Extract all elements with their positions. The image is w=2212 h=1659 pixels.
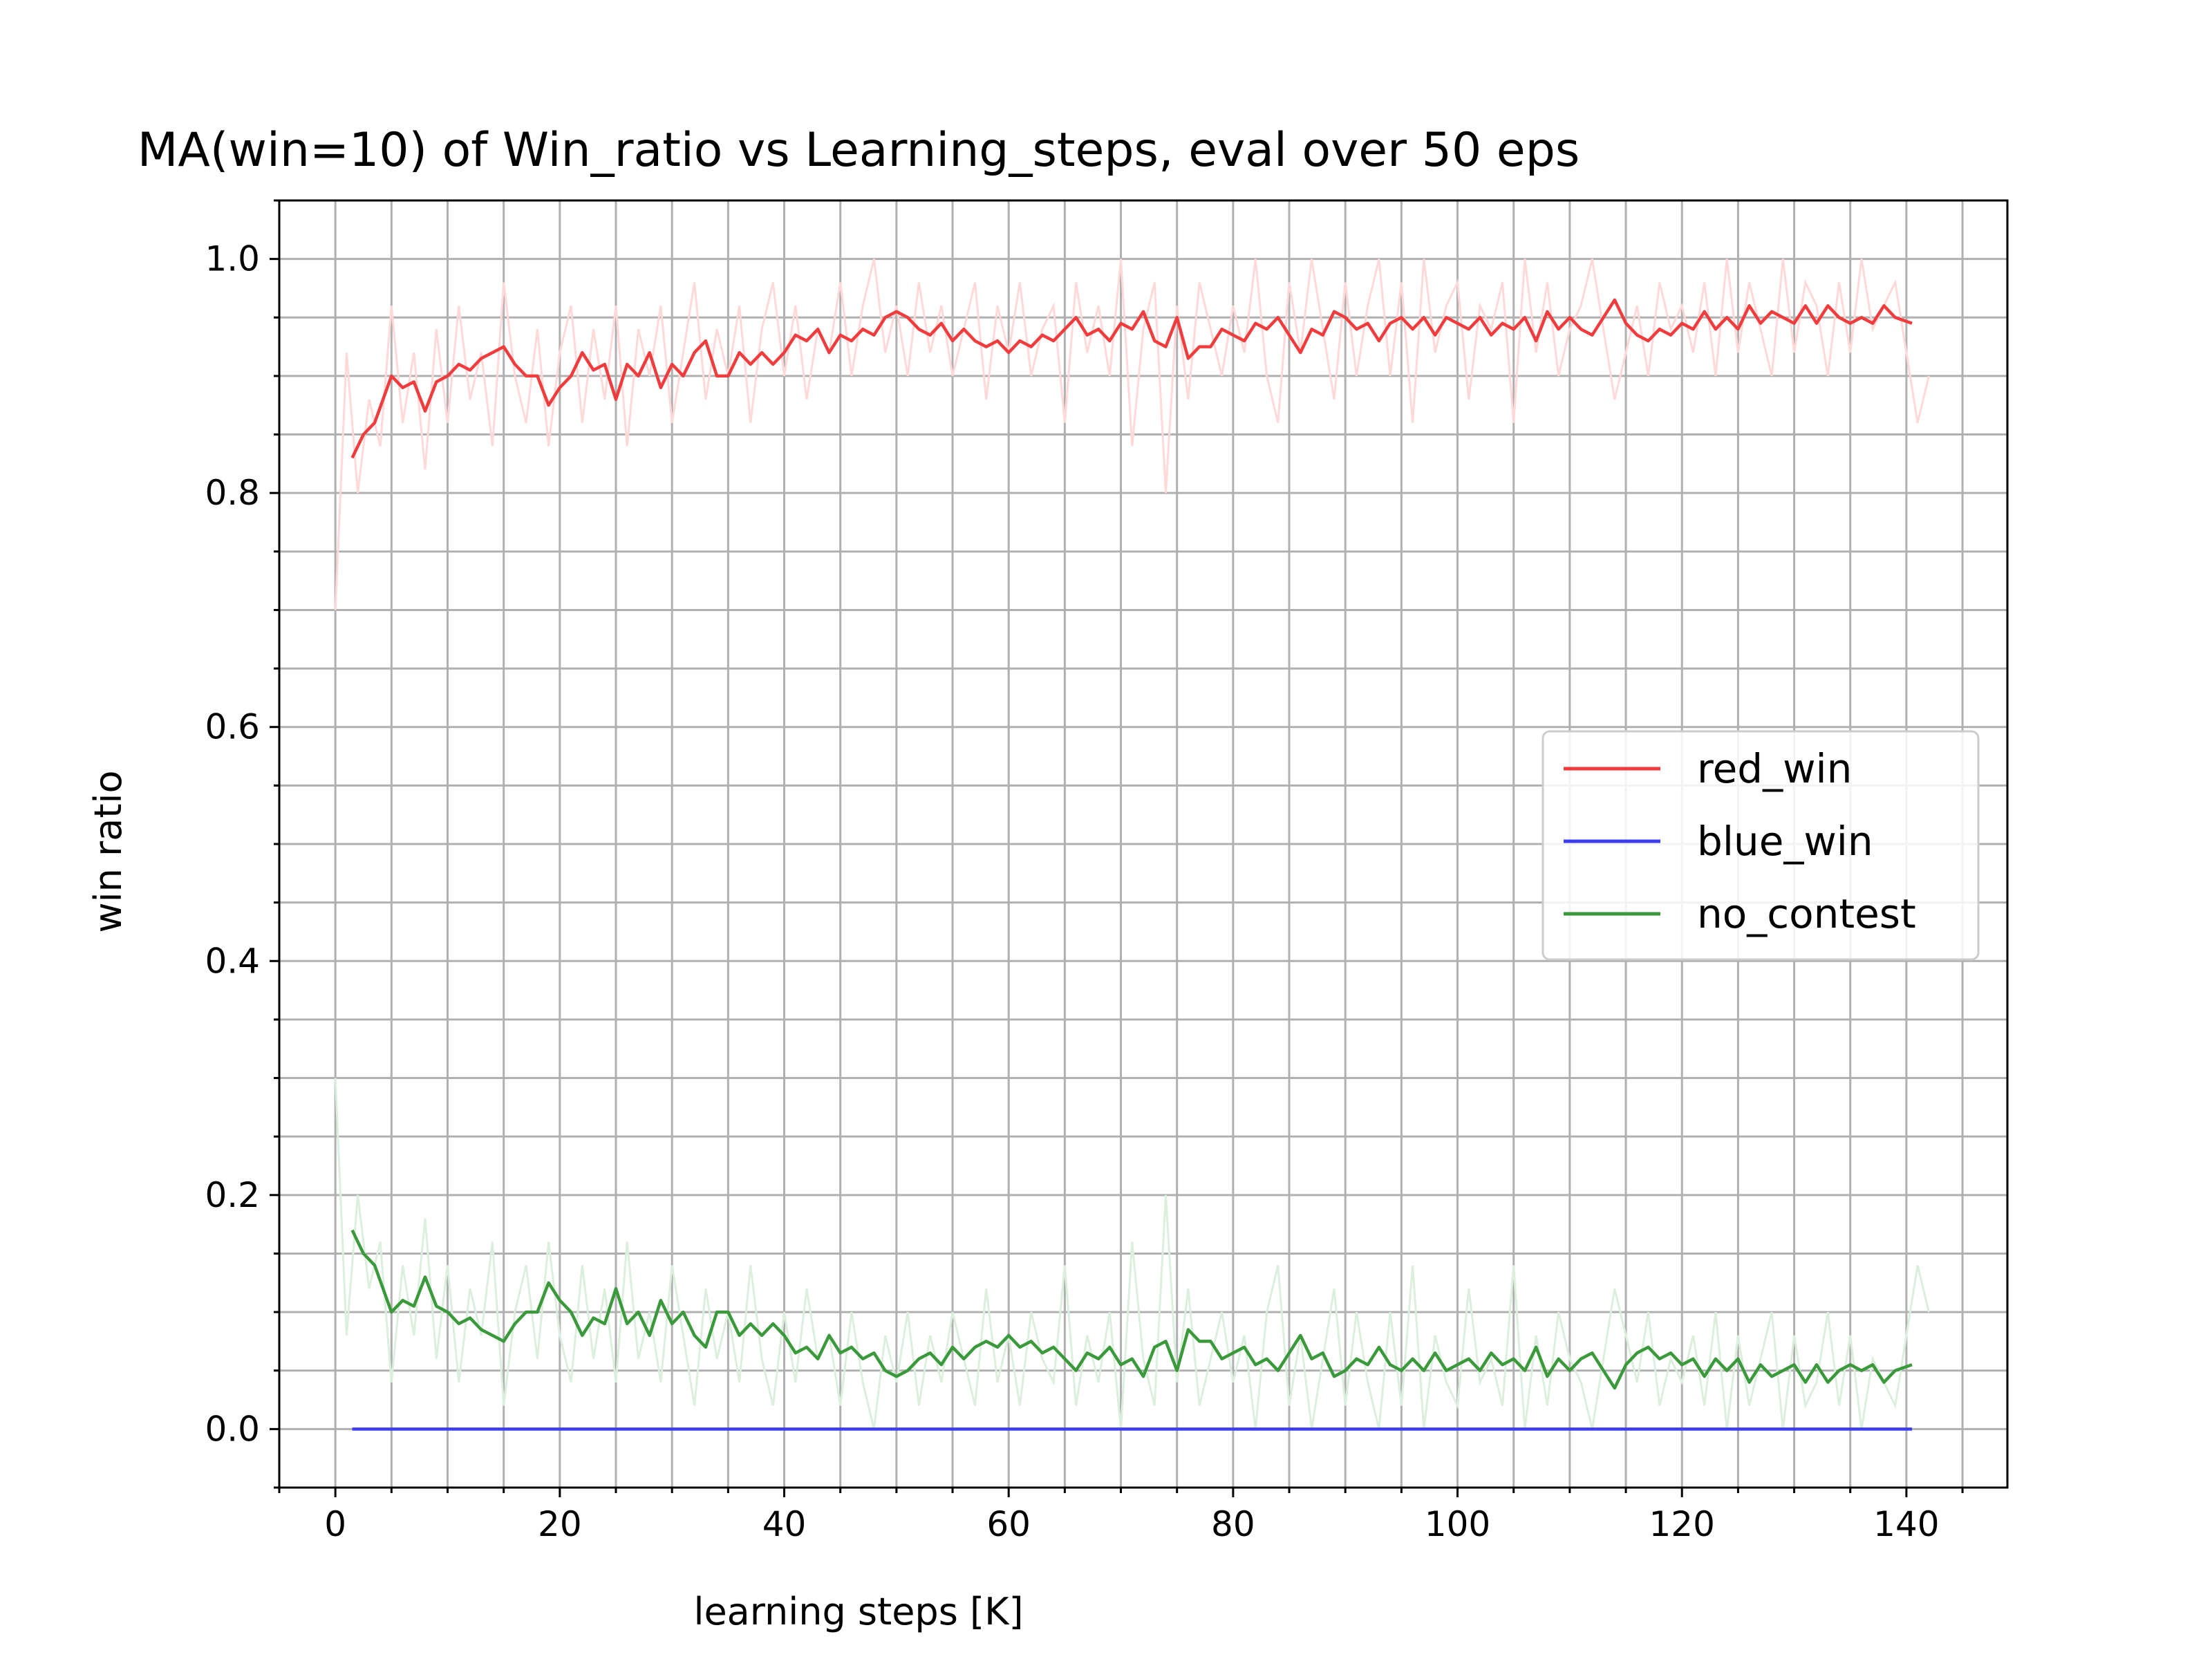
x-tick-label: 140 — [1873, 1504, 1939, 1544]
axis-ticks: 0 20 40 60 80 100 120 140 0.0 0.2 0.4 0.6 0.8 1.0 — [205, 199, 1964, 1544]
x-tick-label: 0 — [324, 1504, 346, 1544]
raw-series-no-contest — [334, 1078, 1930, 1430]
legend-box — [1541, 730, 1980, 961]
x-tick-label: 60 — [986, 1504, 1031, 1544]
legend-label-no-contest: no_contest — [1697, 890, 1916, 937]
x-tick-label: 120 — [1649, 1504, 1715, 1544]
y-tick-label: 0.8 — [205, 473, 260, 513]
legend-label-blue-win: blue_win — [1697, 818, 1873, 865]
legend: red_win blue_win no_contest — [1541, 730, 1980, 961]
raw-series-layer — [334, 259, 1930, 1430]
x-tick-label: 80 — [1211, 1504, 1255, 1544]
y-tick-label: 0.2 — [205, 1175, 260, 1215]
y-tick-label: 0.4 — [205, 941, 260, 981]
y-tick-label: 1.0 — [205, 239, 260, 279]
series-line-red-win — [350, 298, 1913, 459]
x-tick-label: 20 — [538, 1504, 582, 1544]
x-axis-label: learning steps [K] — [693, 1590, 1023, 1633]
y-tick-label: 0.6 — [205, 707, 260, 747]
chart-title: MA(win=10) of Win_ratio vs Learning_step… — [138, 123, 1580, 178]
y-tick-label: 0.0 — [205, 1409, 260, 1449]
x-tick-label: 40 — [762, 1504, 807, 1544]
moving-average-layer — [350, 298, 1913, 1431]
x-tick-label: 100 — [1425, 1504, 1490, 1544]
legend-label-red-win: red_win — [1697, 745, 1852, 792]
y-axis-label: win ratio — [86, 770, 130, 932]
series-line-no-contest — [350, 1229, 1913, 1390]
raw-series-red-win — [334, 259, 1930, 610]
